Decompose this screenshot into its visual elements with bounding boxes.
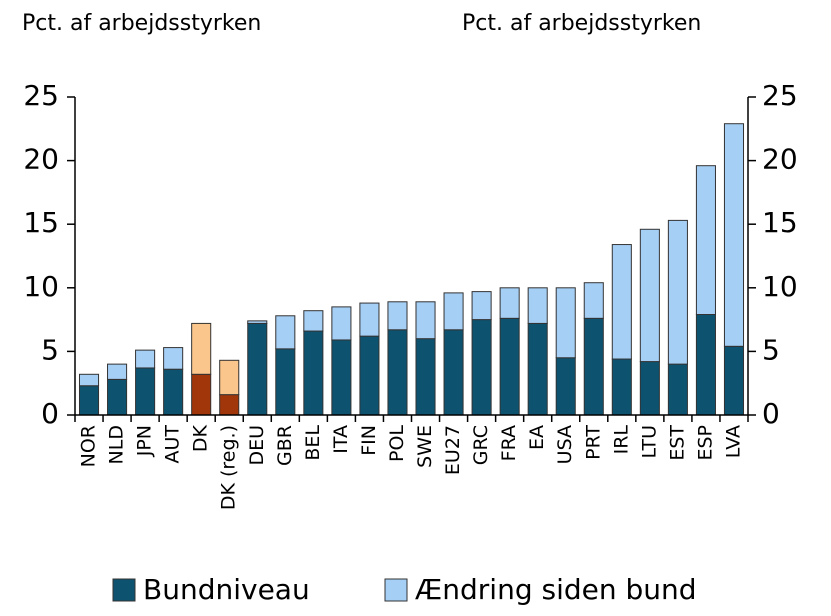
- bar-segment: [555, 287, 576, 359]
- x-tick-label: DEU: [246, 425, 268, 466]
- x-tick-label: FIN: [358, 425, 380, 456]
- bar-segment: [275, 348, 296, 416]
- x-tick-label: JPN: [134, 425, 156, 457]
- legend-swatch: [384, 578, 408, 602]
- y-tick-label: 10: [23, 270, 59, 303]
- bar-segment: [359, 335, 380, 416]
- x-tick-label: EST: [666, 425, 688, 461]
- bar-segment: [499, 287, 520, 319]
- bar-segment: [163, 368, 184, 416]
- bar-segment: [611, 244, 632, 360]
- x-tick-label: NLD: [106, 425, 128, 464]
- bar-segment: [723, 123, 745, 347]
- y2-tick-label: 5: [762, 333, 780, 366]
- bar-segment: [443, 292, 464, 331]
- bar-segment: [78, 373, 100, 387]
- y-tick-label: 20: [23, 143, 59, 176]
- bar-segment: [107, 363, 128, 380]
- y-tick-label: 5: [41, 333, 59, 366]
- bar-segment: [555, 357, 576, 416]
- x-tick-label: PRT: [582, 425, 604, 460]
- x-tick-label: SWE: [414, 425, 436, 468]
- x-tick-label: LVA: [722, 425, 744, 458]
- bar-segment: [527, 287, 548, 324]
- bar-segment: [695, 314, 716, 416]
- bar-segment: [163, 347, 184, 370]
- x-tick-label: DK: [190, 424, 212, 452]
- bar-segment: [135, 367, 156, 416]
- bar-segment: [78, 385, 100, 416]
- bar-segment: [219, 359, 240, 396]
- bar-segment: [415, 338, 436, 416]
- bar-segment: [135, 349, 156, 369]
- bar-segment: [107, 378, 128, 416]
- x-tick-label: FRA: [498, 425, 520, 461]
- legend-label: Bundniveau: [143, 573, 310, 606]
- bar-segment: [303, 310, 324, 332]
- x-tick-label: GRC: [470, 425, 492, 465]
- legend-label: Ændring siden bund: [415, 573, 697, 606]
- bar-segment: [471, 319, 492, 416]
- x-tick-label: EA: [526, 425, 548, 450]
- bar-segment: [527, 322, 548, 416]
- bar-segment: [359, 302, 380, 337]
- bar-segment: [723, 345, 745, 416]
- x-tick-label: ESP: [694, 425, 716, 461]
- y2-tick-label: 10: [762, 270, 798, 303]
- bar-segment: [583, 317, 604, 416]
- y-axis-label-right: Pct. af arbejdsstyrken: [462, 11, 701, 36]
- bar-segment: [415, 301, 436, 340]
- bar-segment: [247, 322, 268, 416]
- bar-segment: [191, 322, 212, 375]
- bar-segment: [611, 358, 632, 416]
- bar-segment: [471, 291, 492, 321]
- y2-tick-label: 20: [762, 143, 798, 176]
- y-axis-label-left: Pct. af arbejdsstyrken: [22, 11, 261, 36]
- y-tick-label: 25: [23, 79, 59, 112]
- bar-segment: [387, 329, 408, 416]
- y2-tick-label: 15: [762, 206, 798, 239]
- bar-segment: [247, 320, 268, 324]
- x-tick-label: EU27: [442, 425, 464, 475]
- bar-segment: [331, 306, 352, 341]
- x-tick-label: IRL: [610, 425, 632, 455]
- bar-segment: [667, 363, 688, 416]
- x-tick-label: NOR: [78, 425, 100, 467]
- bar-segment: [219, 394, 240, 416]
- bar-segment: [443, 329, 464, 416]
- legend-swatch: [112, 578, 136, 602]
- bar-segment: [499, 317, 520, 416]
- y2-tick-label: 0: [762, 397, 780, 430]
- bar-segment: [387, 301, 408, 331]
- x-tick-label: BEL: [302, 425, 324, 461]
- y-tick-label: 15: [23, 206, 59, 239]
- x-tick-label: GBR: [274, 425, 296, 466]
- bar-segment: [695, 165, 716, 316]
- bar-segment: [331, 339, 352, 416]
- x-tick-label: DK (reg.): [218, 425, 240, 510]
- y2-tick-label: 25: [762, 79, 798, 112]
- x-tick-label: USA: [554, 425, 576, 464]
- bar-segment: [275, 315, 296, 350]
- x-tick-label: POL: [386, 425, 408, 462]
- bar-segment: [639, 361, 660, 416]
- bar-segment: [583, 282, 604, 319]
- bar-segment: [639, 228, 660, 363]
- bar-segment: [303, 330, 324, 416]
- bar-segment: [191, 373, 212, 416]
- x-tick-label: LTU: [638, 425, 660, 458]
- x-tick-label: ITA: [330, 425, 352, 454]
- x-tick-label: AUT: [162, 425, 184, 464]
- y-tick-label: 0: [41, 397, 59, 430]
- bar-segment: [667, 219, 688, 365]
